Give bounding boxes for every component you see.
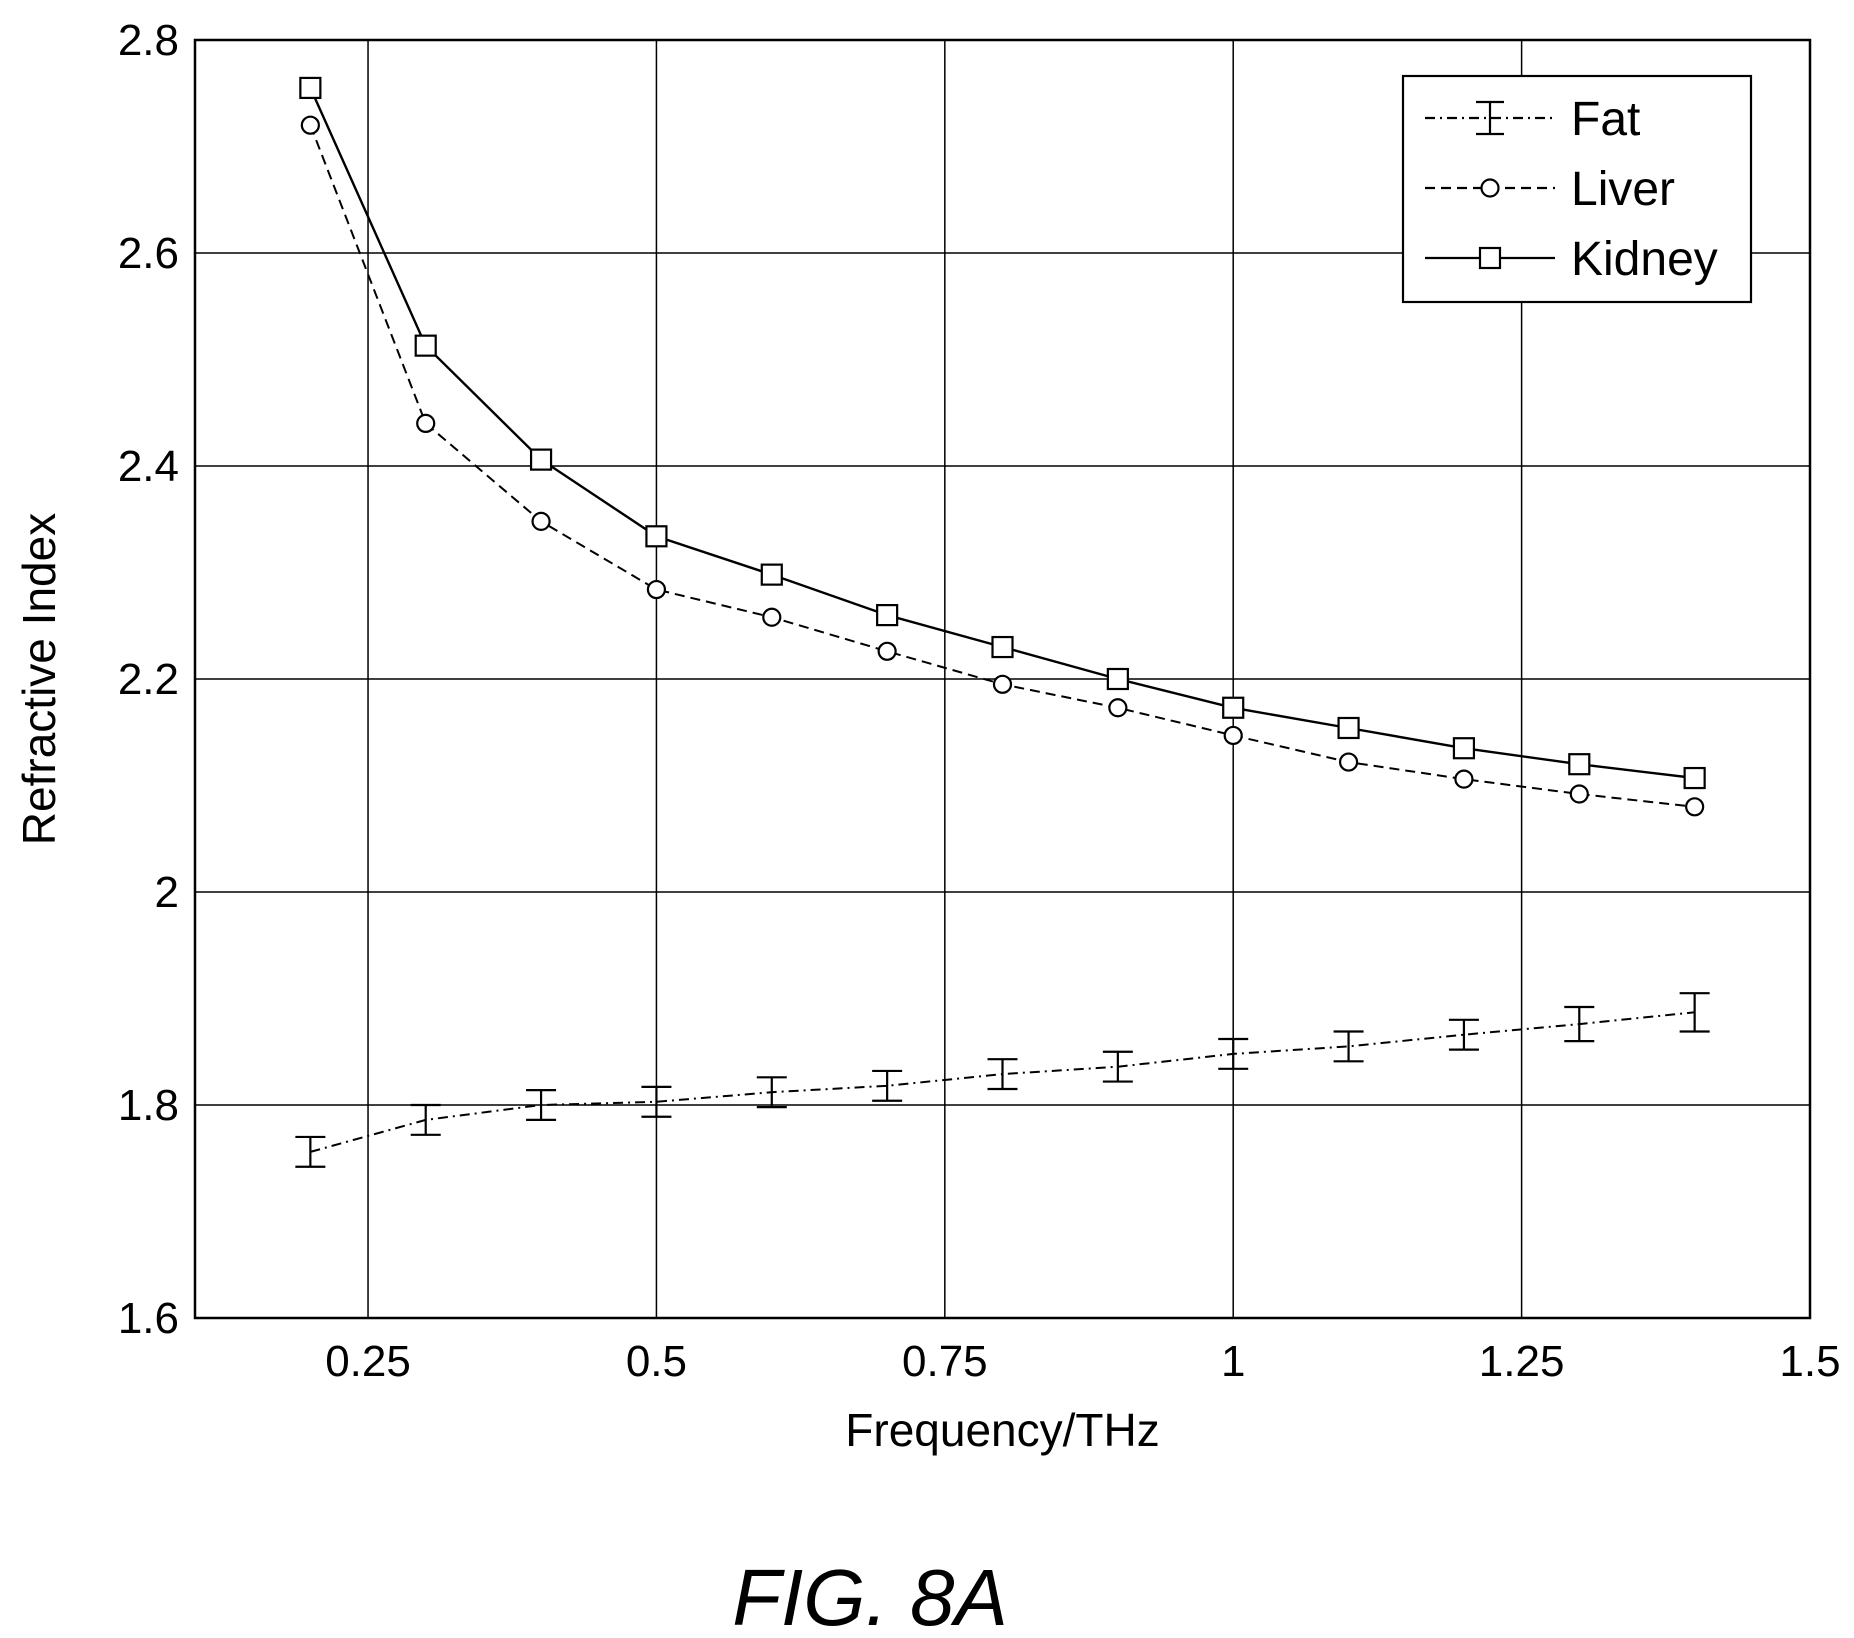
liver-point: [646, 579, 667, 600]
y-tick-label: 2.8: [118, 16, 179, 65]
series: [295, 76, 1710, 1168]
kidney-point: [760, 563, 783, 586]
fat-errorbar: [1218, 1037, 1249, 1070]
kidney-point: [1568, 753, 1591, 776]
x-tick-label: 1.5: [1779, 1337, 1840, 1386]
legend-item-kidney: Kidney: [1425, 233, 1718, 286]
liver-point: [1454, 769, 1474, 789]
liver-point: [1108, 698, 1128, 718]
liver-point: [877, 641, 897, 661]
legend-label-fat: Fat: [1571, 93, 1640, 146]
kidney-point: [529, 448, 553, 471]
kidney-point: [876, 603, 899, 627]
x-axis-label: Frequency/THz: [845, 1404, 1159, 1456]
fat-errorbar: [872, 1069, 903, 1102]
kidney-series: [299, 76, 1706, 790]
kidney-point: [414, 334, 437, 357]
fat-errorbar: [1333, 1030, 1364, 1063]
x-tick-label: 0.25: [325, 1337, 411, 1386]
fat-errorbar: [756, 1076, 787, 1109]
liver-point: [416, 413, 436, 433]
kidney-point: [1222, 696, 1245, 719]
liver-point: [1338, 752, 1359, 772]
legend: Fat Liver Kidney: [1401, 74, 1753, 304]
liver-point: [992, 674, 1013, 694]
fat-errorbar: [526, 1088, 557, 1122]
x-tick-label: 0.5: [626, 1337, 687, 1386]
kidney-point: [1337, 716, 1360, 740]
liver-point: [531, 511, 551, 531]
y-tick-label: 1.8: [118, 1081, 179, 1130]
fat-errorbar: [1448, 1018, 1479, 1051]
legend-marker-liver: [1480, 178, 1500, 198]
liver-point: [1569, 784, 1589, 804]
kidney-point: [645, 525, 668, 548]
x-tick-label: 1.25: [1479, 1337, 1565, 1386]
legend-marker-fat: [1476, 100, 1504, 136]
fat-errorbar: [1564, 1005, 1595, 1043]
liver-point: [762, 607, 782, 627]
y-axis-label: Refractive Index: [13, 513, 65, 845]
legend-marker-kidney: [1478, 246, 1502, 270]
legend-item-fat: Fat: [1425, 93, 1640, 146]
y-tick-label: 1.6: [118, 1294, 179, 1343]
kidney-point: [1106, 667, 1129, 691]
fat-errorbar: [641, 1085, 672, 1118]
plot-frame: [193, 38, 1812, 1320]
liver-point: [300, 115, 320, 135]
legend-item-liver: Liver: [1425, 163, 1675, 216]
liver-series: [300, 115, 1705, 817]
liver-point: [1685, 797, 1705, 817]
fat-errorbar: [1102, 1050, 1133, 1083]
fat-errorbar: [987, 1058, 1018, 1091]
kidney-point: [1452, 737, 1476, 760]
fat-series: [295, 992, 1710, 1168]
legend-label-liver: Liver: [1571, 163, 1675, 216]
kidney-point: [991, 635, 1014, 659]
y-tick-label: 2.4: [118, 442, 179, 491]
fat-errorbar: [1679, 992, 1710, 1033]
liver-point: [1223, 725, 1243, 746]
figure-caption: FIG. 8A: [732, 1553, 1008, 1638]
fat-errorbar: [295, 1135, 326, 1168]
kidney-point: [1683, 766, 1706, 790]
kidney-point: [299, 76, 322, 100]
fat-errorbar: [410, 1103, 441, 1136]
x-tick-label: 1: [1221, 1337, 1245, 1386]
y-tick-label: 2: [155, 868, 179, 917]
axis-ticks: 0.25 0.5 0.75 1 1.25 1.5 1.6 1.8 2 2.2 2.4 2.6 2.8: [118, 16, 1841, 1386]
y-tick-label: 2.2: [118, 655, 179, 704]
x-tick-label: 0.75: [902, 1337, 988, 1386]
legend-label-kidney: Kidney: [1571, 233, 1718, 286]
y-tick-label: 2.6: [118, 229, 179, 278]
